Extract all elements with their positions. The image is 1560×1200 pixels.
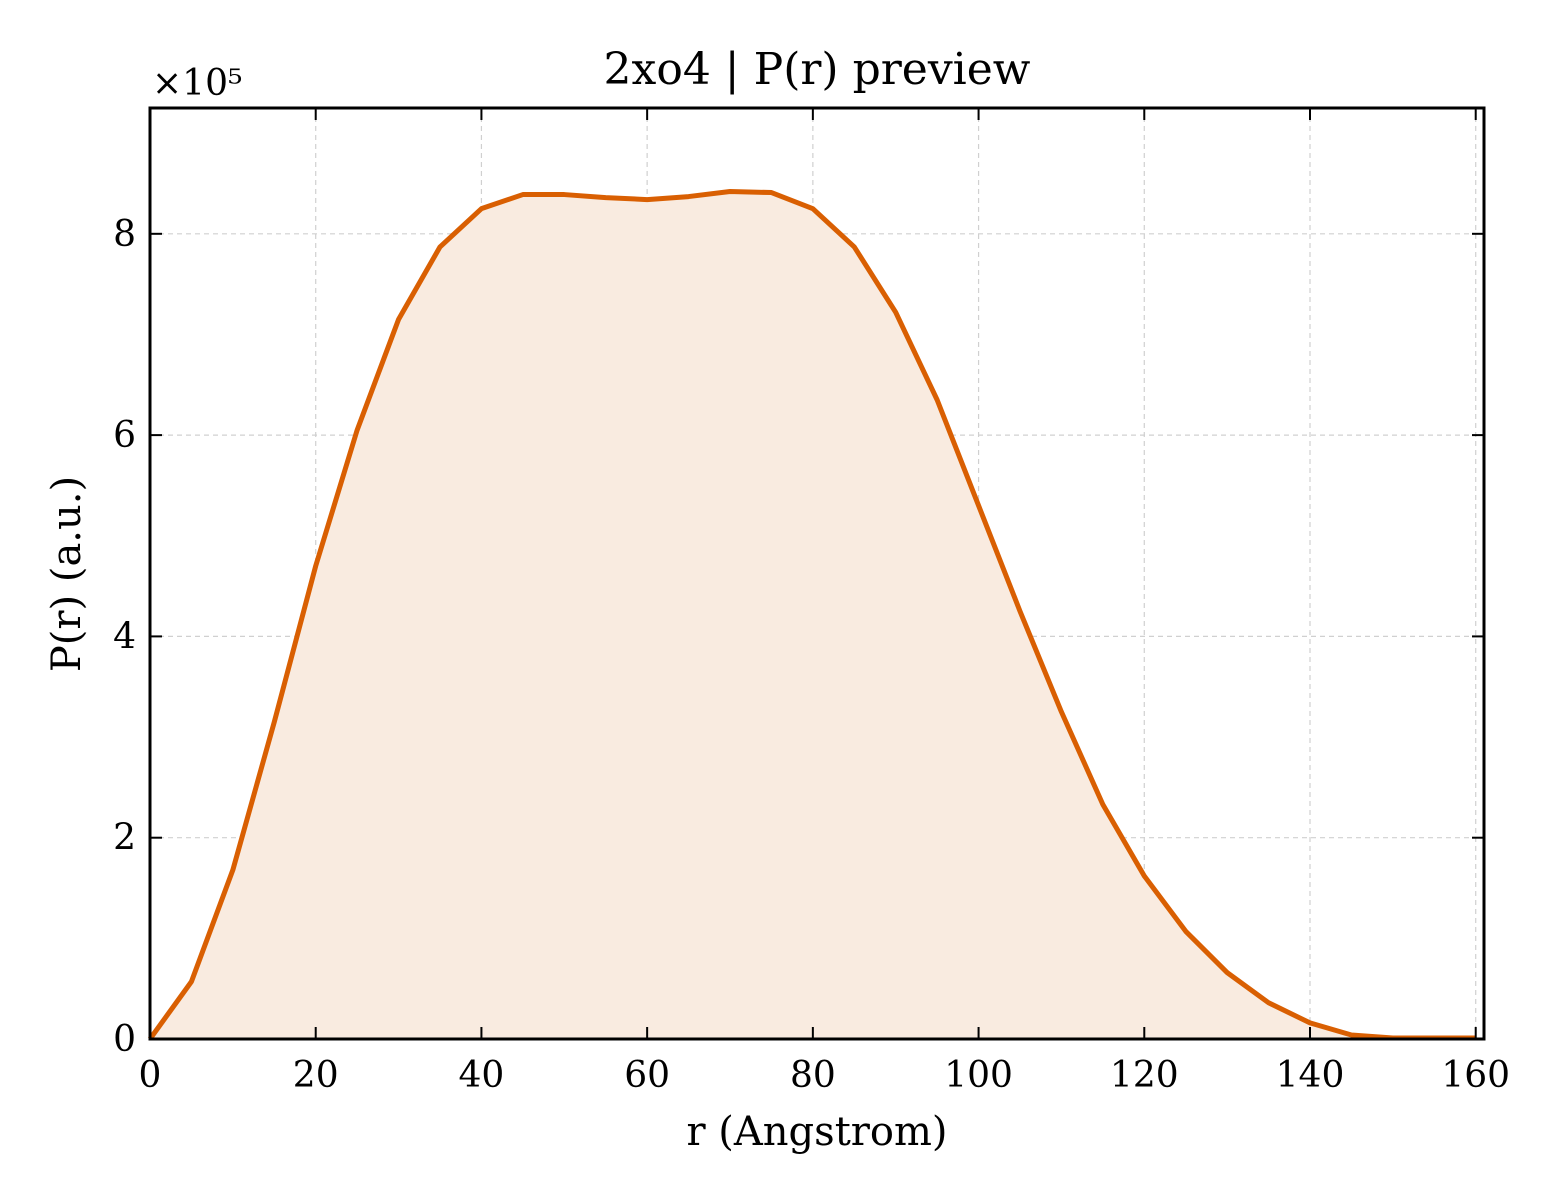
y-tick-label: 4 [113,616,136,657]
x-tick-label: 60 [624,1055,670,1096]
x-tick-label: 20 [293,1055,339,1096]
x-tick-label: 100 [944,1055,1013,1096]
x-tick-label: 160 [1441,1055,1510,1096]
x-tick-labels: 0 20 40 60 80 100 120 140 160 [139,1055,1511,1096]
x-tick-label: 140 [1276,1055,1345,1096]
y-tick-label: 0 [113,1019,136,1060]
y-tick-labels: 0 2 4 6 8 [113,214,136,1060]
y-axis-label: P(r) (a.u.) [44,476,90,672]
y-offset-label: ×10⁵ [152,63,242,104]
x-tick-label: 120 [1110,1055,1179,1096]
plot-frame [148,106,1486,1041]
y-tick-label: 2 [113,818,136,859]
y-tick-label: 8 [113,214,136,255]
axis-ticks [149,108,1484,1040]
pr-area-fill [150,191,1476,1040]
x-tick-label: 40 [459,1055,505,1096]
x-axis-label: r (Angstrom) [686,1109,947,1155]
x-tick-label: 0 [139,1055,162,1096]
chart-title: 2xo4 | P(r) preview [604,44,1031,95]
y-tick-label: 6 [113,415,136,456]
pr-series-line [147,189,1476,1041]
x-tick-label: 80 [790,1055,836,1096]
